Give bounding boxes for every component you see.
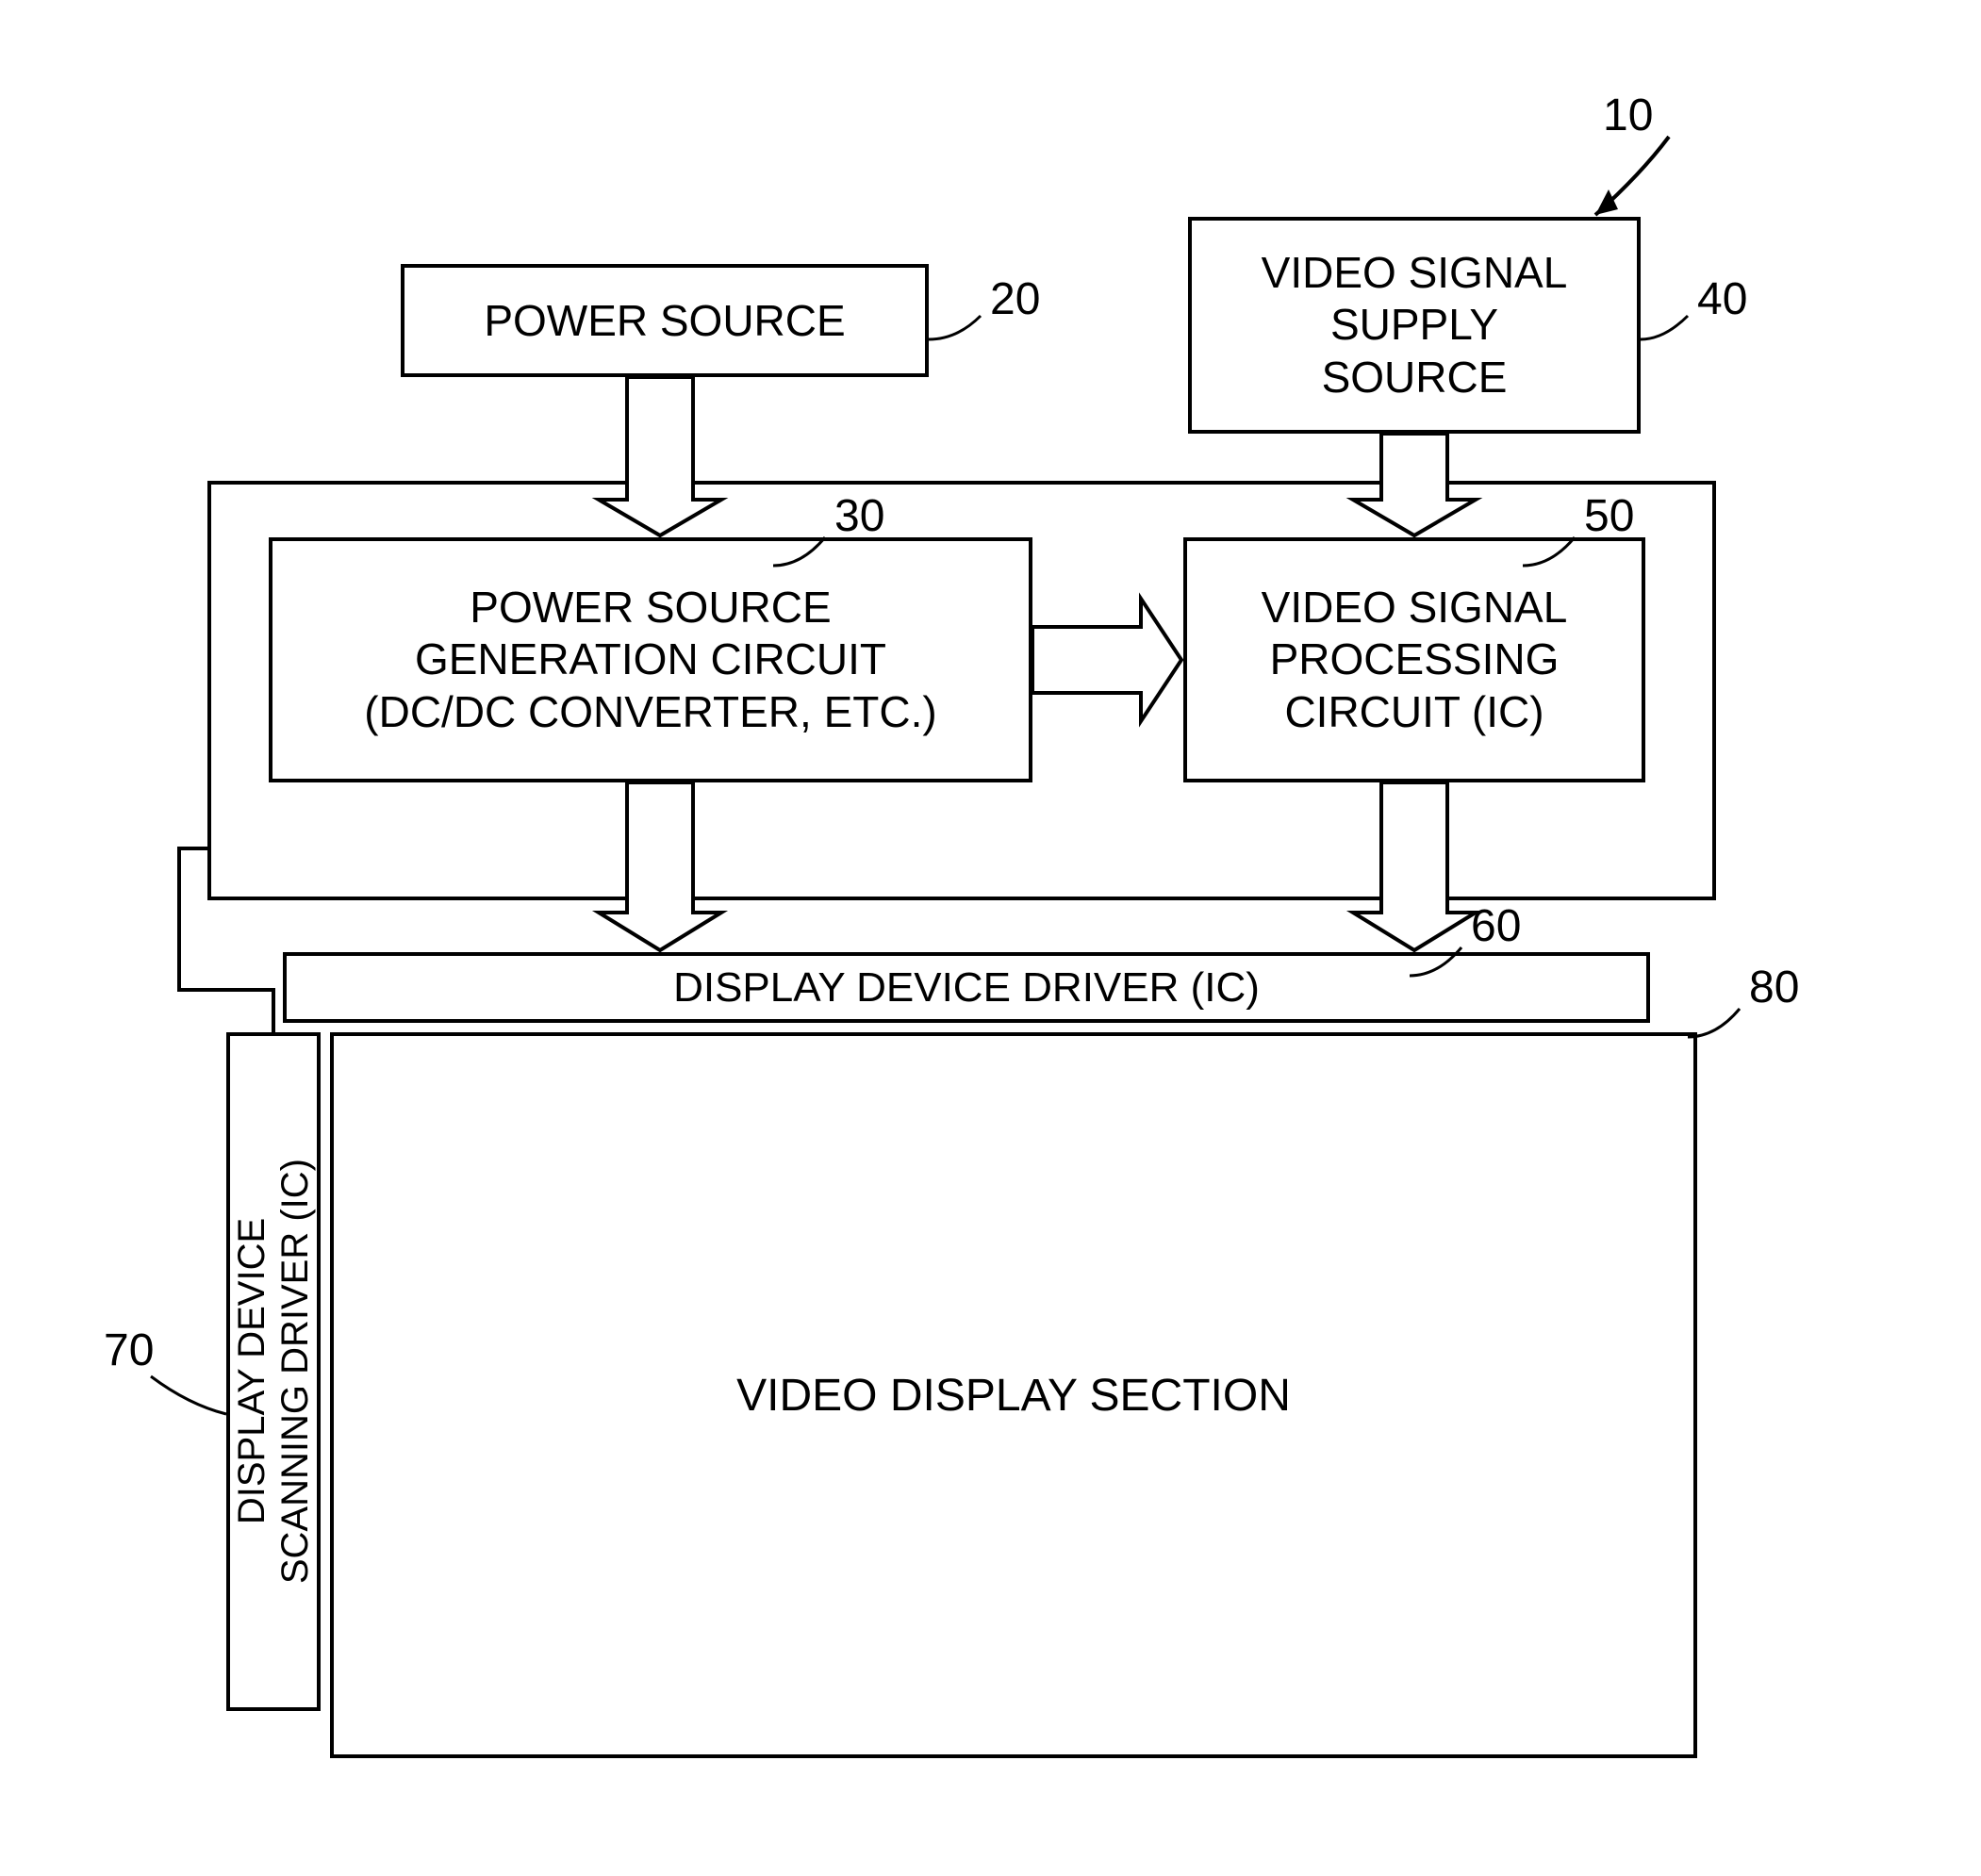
ref-60-label: 60	[1471, 900, 1521, 952]
ref-80-label: 80	[1749, 962, 1799, 1013]
vsp-block: VIDEO SIGNAL PROCESSING CIRCUIT (IC)	[1183, 537, 1645, 782]
ref-10-arrow	[1595, 137, 1669, 215]
driver-text: DISPLAY DEVICE DRIVER (IC)	[673, 964, 1260, 1012]
leader-40	[1641, 316, 1688, 339]
psg-text: POWER SOURCE GENERATION CIRCUIT (DC/DC C…	[364, 582, 936, 738]
vsp-text: VIDEO SIGNAL PROCESSING CIRCUIT (IC)	[1262, 582, 1568, 738]
ref-20-label: 20	[990, 273, 1040, 325]
video-supply-block: VIDEO SIGNAL SUPPLY SOURCE	[1188, 217, 1641, 434]
video-display-section-text: VIDEO DISPLAY SECTION	[736, 1370, 1291, 1422]
video-display-section-block: VIDEO DISPLAY SECTION	[330, 1032, 1697, 1758]
ref-70-label: 70	[104, 1325, 154, 1376]
ref-50-label: 50	[1584, 490, 1634, 542]
leader-70	[151, 1376, 226, 1414]
video-supply-text: VIDEO SIGNAL SUPPLY SOURCE	[1262, 247, 1568, 403]
power-source-block: POWER SOURCE	[401, 264, 929, 377]
power-source-text: POWER SOURCE	[484, 295, 845, 346]
ref-30-label: 30	[834, 490, 884, 542]
scanning-driver-text: DISPLAY DEVICE SCANNING DRIVER (IC)	[230, 1159, 317, 1584]
ref-40-label: 40	[1697, 273, 1747, 325]
driver-block: DISPLAY DEVICE DRIVER (IC)	[283, 952, 1650, 1023]
leader-20	[929, 316, 981, 339]
scanning-driver-block: DISPLAY DEVICE SCANNING DRIVER (IC)	[226, 1032, 321, 1711]
psg-block: POWER SOURCE GENERATION CIRCUIT (DC/DC C…	[269, 537, 1032, 782]
ref-10-label: 10	[1603, 90, 1653, 141]
